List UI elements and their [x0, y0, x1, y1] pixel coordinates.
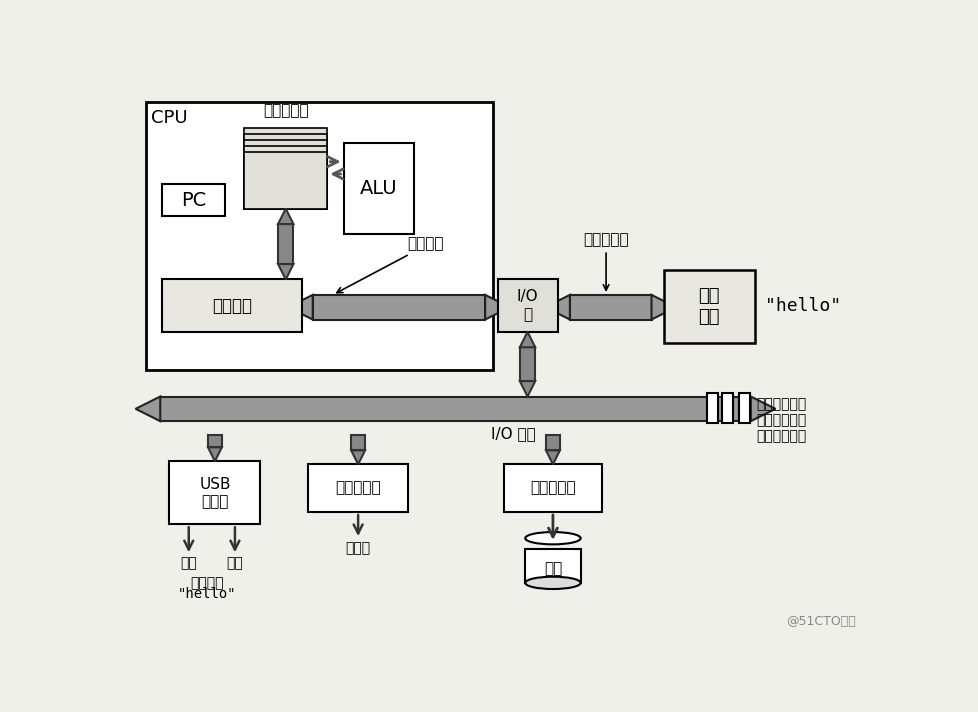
- Text: USB
控制器: USB 控制器: [199, 476, 231, 509]
- Bar: [722, 394, 733, 423]
- Polygon shape: [546, 451, 559, 464]
- Text: 用户输人: 用户输人: [191, 577, 224, 591]
- Polygon shape: [136, 397, 160, 422]
- Polygon shape: [545, 295, 569, 320]
- Polygon shape: [519, 332, 535, 347]
- Bar: [278, 224, 293, 264]
- Polygon shape: [288, 295, 312, 320]
- Text: I/O
桥: I/O 桥: [516, 290, 538, 322]
- Bar: [161, 184, 225, 216]
- Polygon shape: [650, 295, 676, 320]
- Bar: [244, 134, 327, 209]
- Polygon shape: [519, 381, 535, 397]
- Bar: [497, 280, 557, 332]
- Text: 显示器: 显示器: [345, 541, 371, 555]
- Bar: [161, 280, 301, 332]
- Bar: [569, 295, 650, 320]
- Text: @51CTO博客: @51CTO博客: [785, 614, 856, 627]
- Text: "hello": "hello": [765, 298, 841, 315]
- Text: CPU: CPU: [151, 108, 188, 127]
- Text: 磁盘控制器: 磁盘控制器: [530, 481, 575, 496]
- Bar: [524, 549, 580, 583]
- Bar: [244, 152, 327, 209]
- Bar: [351, 435, 365, 451]
- Ellipse shape: [524, 532, 580, 545]
- Text: 鼠标: 鼠标: [180, 557, 197, 571]
- Bar: [147, 103, 492, 370]
- Bar: [169, 461, 260, 524]
- Bar: [519, 347, 535, 381]
- Polygon shape: [278, 209, 293, 224]
- Text: 系统总线: 系统总线: [407, 236, 443, 251]
- Bar: [308, 464, 408, 512]
- Text: PC: PC: [181, 191, 205, 209]
- Bar: [663, 271, 754, 342]
- Ellipse shape: [524, 577, 580, 589]
- Polygon shape: [207, 447, 222, 461]
- Bar: [244, 146, 327, 209]
- Bar: [244, 140, 327, 209]
- Polygon shape: [351, 451, 365, 464]
- Bar: [160, 397, 750, 422]
- Text: 图形适配器: 图形适配器: [335, 481, 380, 496]
- Text: 扩展槽，留待
网络适配器一
类的设备使用: 扩展槽，留待 网络适配器一 类的设备使用: [755, 397, 806, 444]
- Text: "hello": "hello": [178, 587, 237, 602]
- Text: 磁盘: 磁盘: [543, 562, 561, 577]
- Polygon shape: [750, 397, 775, 422]
- Text: 总线接口: 总线接口: [211, 297, 251, 315]
- Bar: [503, 464, 601, 512]
- Bar: [546, 435, 559, 451]
- Bar: [207, 435, 222, 447]
- Text: ALU: ALU: [360, 179, 397, 198]
- Polygon shape: [278, 264, 293, 280]
- Bar: [244, 127, 327, 209]
- Text: I/O 总线: I/O 总线: [491, 426, 536, 441]
- Bar: [738, 394, 749, 423]
- Text: 寄存器文件: 寄存器文件: [263, 103, 308, 119]
- Bar: [312, 295, 485, 320]
- Text: 键盘: 键盘: [226, 557, 244, 571]
- Text: 存储器总线: 存储器总线: [583, 232, 628, 247]
- Bar: [343, 143, 414, 234]
- Polygon shape: [485, 295, 510, 320]
- Bar: [706, 394, 717, 423]
- Text: 主存
储器: 主存 储器: [697, 287, 719, 326]
